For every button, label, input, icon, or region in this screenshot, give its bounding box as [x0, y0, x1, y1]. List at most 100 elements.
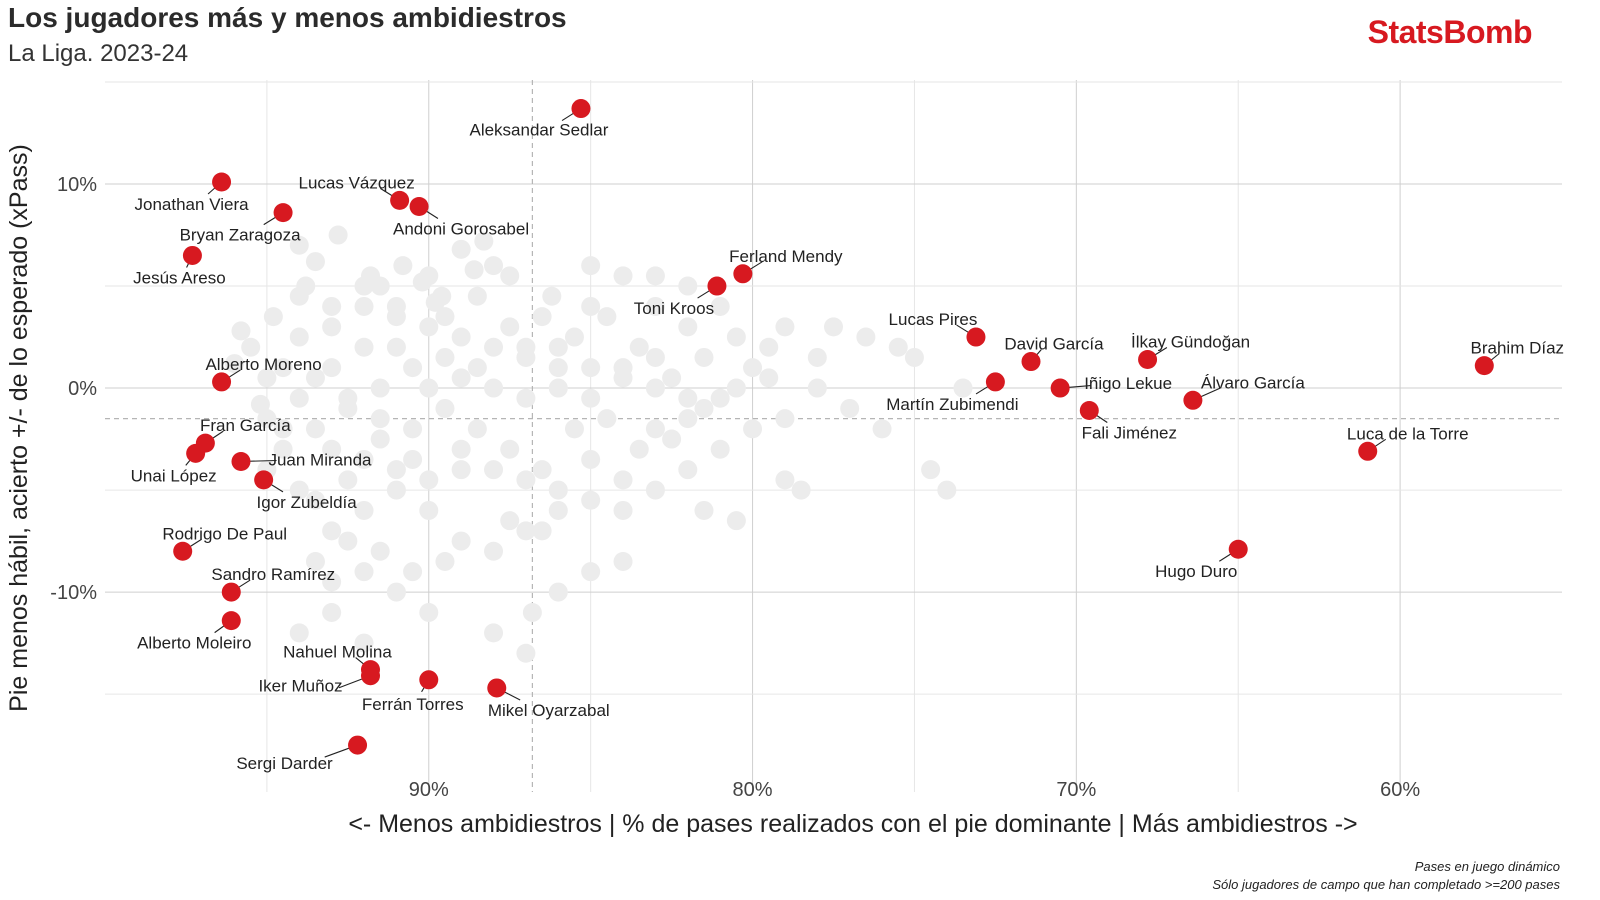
- point-label: Alberto Moleiro: [137, 634, 251, 653]
- background-point: [289, 327, 309, 347]
- highlighted-point: [1138, 349, 1158, 369]
- background-point: [451, 327, 471, 347]
- y-axis-title: Pie menos hábil, acierto +/- de lo esper…: [5, 144, 33, 712]
- background-point: [354, 500, 374, 520]
- background-point: [322, 358, 342, 378]
- highlighted-point: [707, 276, 727, 296]
- background-point: [678, 460, 698, 480]
- background-point: [360, 266, 380, 286]
- y-tick-label: 10%: [57, 174, 97, 196]
- background-point: [516, 388, 536, 408]
- statsbomb-logo: StatsBomb: [1367, 14, 1533, 50]
- background-point: [726, 378, 746, 398]
- background-point: [532, 521, 552, 541]
- background-point: [354, 296, 374, 316]
- point-label: Toni Kroos: [634, 299, 714, 318]
- background-point: [500, 266, 520, 286]
- background-point: [516, 643, 536, 663]
- background-point: [516, 337, 536, 357]
- background-point: [645, 419, 665, 439]
- background-point: [386, 296, 406, 316]
- highlighted-point: [221, 611, 241, 631]
- background-point: [726, 327, 746, 347]
- background-point: [662, 368, 682, 388]
- background-point: [629, 337, 649, 357]
- point-label: Sergi Darder: [236, 754, 333, 773]
- point-label: Hugo Duro: [1155, 562, 1237, 581]
- chart-title: Los jugadores más y menos ambidiestros: [8, 2, 567, 33]
- background-point: [273, 439, 293, 459]
- background-point: [581, 296, 601, 316]
- background-point: [435, 347, 455, 367]
- background-point: [645, 296, 665, 316]
- background-point: [419, 378, 439, 398]
- background-point: [548, 500, 568, 520]
- background-point: [613, 266, 633, 286]
- x-tick-label: 80%: [733, 779, 773, 801]
- background-point: [305, 551, 325, 571]
- background-point: [338, 470, 358, 490]
- background-point: [435, 398, 455, 418]
- background-point: [500, 317, 520, 337]
- highlighted-point: [186, 443, 206, 463]
- background-point: [231, 321, 251, 341]
- background-point: [257, 368, 277, 388]
- highlighted-point: [273, 203, 293, 223]
- background-point: [484, 623, 504, 643]
- background-point: [451, 368, 471, 388]
- background-point: [451, 460, 471, 480]
- highlighted-point: [1050, 378, 1070, 398]
- background-point: [250, 394, 270, 414]
- background-point: [872, 419, 892, 439]
- point-label: Nahuel Molina: [283, 643, 392, 662]
- point-label: Bryan Zaragoza: [180, 226, 301, 245]
- background-point: [419, 500, 439, 520]
- background-point: [257, 409, 277, 429]
- footnote-min-passes: Sólo jugadores de campo que han completa…: [1212, 877, 1560, 892]
- background-point: [451, 439, 471, 459]
- background-point: [564, 419, 584, 439]
- background-point: [564, 327, 584, 347]
- point-label: Andoni Gorosabel: [393, 219, 529, 238]
- background-points: [225, 225, 973, 663]
- background-point: [921, 460, 941, 480]
- background-point: [548, 337, 568, 357]
- background-point: [322, 572, 342, 592]
- highlighted-point: [487, 678, 507, 698]
- background-point: [629, 439, 649, 459]
- background-point: [581, 388, 601, 408]
- point-label: Fran García: [200, 416, 291, 435]
- background-point: [824, 317, 843, 337]
- point-label: Lucas Vázquez: [299, 173, 415, 192]
- background-point: [370, 541, 390, 561]
- background-point: [678, 317, 698, 337]
- background-point: [273, 358, 293, 378]
- background-point: [678, 409, 698, 429]
- background-point: [322, 317, 342, 337]
- background-point: [613, 551, 633, 571]
- y-tick-label: -10%: [50, 582, 97, 604]
- background-point: [393, 256, 413, 276]
- highlighted-point: [1079, 400, 1099, 420]
- background-point: [516, 521, 536, 541]
- background-point: [645, 378, 665, 398]
- background-point: [597, 409, 617, 429]
- grid-lines: [105, 80, 1562, 792]
- background-point: [775, 470, 795, 490]
- background-point: [645, 480, 665, 500]
- highlighted-point: [182, 245, 202, 265]
- background-point: [225, 354, 245, 374]
- background-point: [597, 307, 617, 327]
- point-label: David García: [1004, 335, 1104, 354]
- point-label: Jesús Areso: [133, 268, 226, 287]
- x-tick-label: 70%: [1056, 779, 1096, 801]
- background-point: [856, 327, 876, 347]
- background-point: [678, 388, 698, 408]
- background-point: [273, 419, 293, 439]
- background-point: [500, 511, 520, 531]
- background-point: [542, 286, 562, 306]
- background-point: [467, 419, 487, 439]
- chart-subtitle: La Liga. 2023-24: [8, 40, 189, 67]
- highlighted-point: [212, 372, 232, 392]
